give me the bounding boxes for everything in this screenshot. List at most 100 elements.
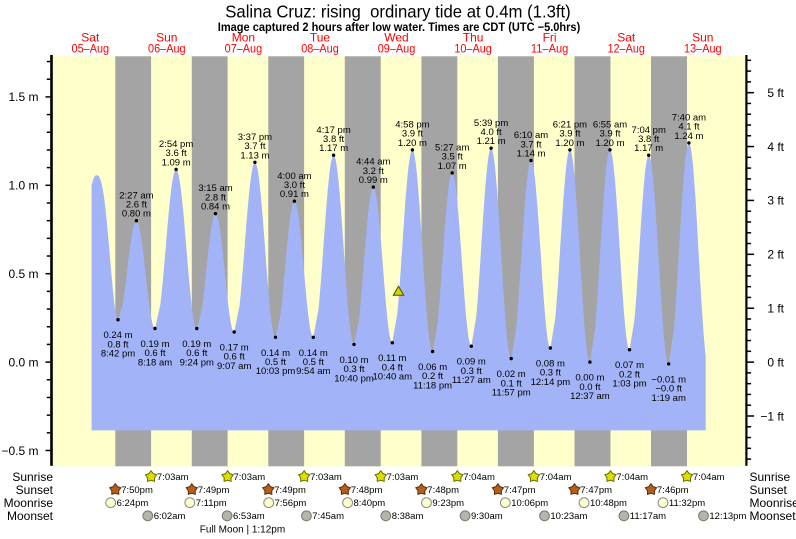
svg-text:1.21 m: 1.21 m	[477, 136, 506, 147]
svg-text:10:40 pm: 10:40 pm	[334, 373, 374, 384]
svg-text:Mon: Mon	[232, 31, 255, 45]
svg-text:Sunset: Sunset	[750, 483, 788, 497]
svg-text:4:58 pm: 4:58 pm	[395, 120, 429, 131]
svg-text:−0.0 ft: −0.0 ft	[655, 384, 682, 395]
svg-text:7:45am: 7:45am	[312, 511, 344, 522]
svg-text:1:03 pm: 1:03 pm	[612, 379, 646, 390]
svg-text:6:10 am: 6:10 am	[514, 130, 548, 141]
svg-text:3.5 ft: 3.5 ft	[442, 152, 463, 163]
svg-text:0.6 ft: 0.6 ft	[186, 348, 207, 359]
svg-text:13–Aug: 13–Aug	[684, 41, 722, 55]
svg-text:Moonset: Moonset	[7, 509, 54, 523]
svg-text:8:40pm: 8:40pm	[354, 498, 386, 509]
svg-text:3.8 ft: 3.8 ft	[323, 134, 344, 145]
svg-text:8:38am: 8:38am	[392, 511, 424, 522]
svg-text:3.9 ft: 3.9 ft	[559, 129, 580, 140]
svg-text:1:19 am: 1:19 am	[652, 393, 686, 404]
svg-text:0.24 m: 0.24 m	[103, 330, 132, 341]
svg-text:Sat: Sat	[617, 31, 636, 45]
svg-text:7:03am: 7:03am	[387, 472, 419, 483]
svg-text:3.9 ft: 3.9 ft	[599, 129, 620, 140]
svg-text:0.99 m: 0.99 m	[359, 175, 388, 186]
svg-text:4:17 pm: 4:17 pm	[316, 125, 350, 136]
svg-text:4 ft: 4 ft	[767, 140, 784, 154]
svg-text:3:15 am: 3:15 am	[198, 183, 232, 194]
svg-text:11:27 am: 11:27 am	[452, 375, 491, 386]
svg-text:0.2 ft: 0.2 ft	[422, 371, 443, 382]
svg-text:Fri: Fri	[543, 31, 557, 45]
svg-text:−0.5 m: −0.5 m	[1, 444, 38, 458]
svg-text:Moonrise: Moonrise	[750, 496, 796, 510]
svg-text:12:13pm: 12:13pm	[709, 511, 746, 522]
svg-text:7:11pm: 7:11pm	[196, 498, 227, 509]
svg-text:2.8 ft: 2.8 ft	[205, 192, 226, 203]
svg-text:9:30am: 9:30am	[471, 511, 503, 522]
svg-text:0.02 m: 0.02 m	[497, 369, 526, 380]
svg-text:9:54 am: 9:54 am	[296, 366, 330, 377]
svg-text:4.0 ft: 4.0 ft	[481, 127, 502, 138]
svg-text:7:04am: 7:04am	[540, 472, 572, 483]
svg-text:1.17 m: 1.17 m	[319, 143, 348, 154]
svg-text:7:56pm: 7:56pm	[275, 498, 307, 509]
svg-text:1.09 m: 1.09 m	[162, 157, 191, 168]
svg-text:3.9 ft: 3.9 ft	[402, 129, 423, 140]
svg-text:0.08 m: 0.08 m	[536, 359, 565, 370]
svg-text:Moonrise: Moonrise	[4, 496, 54, 510]
svg-text:5:27 am: 5:27 am	[435, 143, 469, 154]
svg-text:2:54 pm: 2:54 pm	[159, 139, 193, 150]
svg-text:3 ft: 3 ft	[767, 194, 784, 208]
svg-text:4:00 am: 4:00 am	[277, 171, 311, 182]
svg-text:7:48pm: 7:48pm	[427, 485, 459, 496]
svg-text:1.20 m: 1.20 m	[555, 138, 584, 149]
svg-text:Sat: Sat	[81, 31, 100, 45]
svg-text:6:53am: 6:53am	[233, 511, 265, 522]
svg-text:1.20 m: 1.20 m	[595, 138, 624, 149]
svg-text:10–Aug: 10–Aug	[454, 41, 492, 55]
svg-text:3.0 ft: 3.0 ft	[284, 180, 305, 191]
svg-text:0.5 ft: 0.5 ft	[265, 357, 286, 368]
svg-text:12–Aug: 12–Aug	[607, 41, 645, 55]
svg-text:0.6 ft: 0.6 ft	[224, 352, 245, 363]
svg-text:7:46pm: 7:46pm	[657, 485, 689, 496]
svg-text:11–Aug: 11–Aug	[531, 41, 569, 55]
svg-text:0.19 m: 0.19 m	[140, 339, 169, 350]
svg-text:3:37 pm: 3:37 pm	[238, 132, 272, 143]
svg-text:0.5 ft: 0.5 ft	[303, 357, 324, 368]
svg-text:5:39 pm: 5:39 pm	[474, 118, 508, 129]
svg-text:3.8 ft: 3.8 ft	[638, 134, 659, 145]
svg-text:05–Aug: 05–Aug	[72, 41, 110, 55]
svg-text:0.1 ft: 0.1 ft	[501, 378, 522, 389]
svg-text:2 ft: 2 ft	[767, 248, 784, 262]
svg-text:1.5 m: 1.5 m	[8, 90, 38, 104]
svg-text:7:03am: 7:03am	[157, 472, 189, 483]
svg-text:3.7 ft: 3.7 ft	[244, 141, 265, 152]
svg-text:0.07 m: 0.07 m	[615, 360, 644, 371]
svg-text:1.24 m: 1.24 m	[674, 131, 703, 142]
svg-text:9:24 pm: 9:24 pm	[180, 357, 214, 368]
svg-text:7:49pm: 7:49pm	[274, 485, 306, 496]
svg-text:Sunset: Sunset	[16, 483, 54, 497]
svg-text:0.5 m: 0.5 m	[8, 267, 38, 281]
svg-text:Full Moon | 1:12pm: Full Moon | 1:12pm	[200, 524, 285, 535]
svg-text:7:48pm: 7:48pm	[351, 485, 383, 496]
svg-text:−1 ft: −1 ft	[760, 409, 784, 423]
svg-text:Wed: Wed	[384, 31, 408, 45]
svg-text:07–Aug: 07–Aug	[225, 41, 263, 55]
svg-text:0.14 m: 0.14 m	[299, 348, 328, 359]
svg-text:0.4 ft: 0.4 ft	[382, 362, 403, 373]
svg-text:7:50pm: 7:50pm	[121, 485, 153, 496]
svg-text:Sun: Sun	[692, 31, 713, 45]
svg-text:3.2 ft: 3.2 ft	[363, 166, 384, 177]
svg-text:06–Aug: 06–Aug	[148, 41, 186, 55]
svg-text:10:03 pm: 10:03 pm	[256, 366, 296, 377]
svg-text:−0.01 m: −0.01 m	[651, 374, 686, 385]
svg-text:10:23am: 10:23am	[550, 511, 587, 522]
svg-text:0.3 ft: 0.3 ft	[540, 368, 561, 379]
svg-text:0.17 m: 0.17 m	[220, 343, 249, 354]
svg-text:Moonset: Moonset	[750, 509, 796, 523]
svg-text:0.91 m: 0.91 m	[280, 189, 309, 200]
svg-text:12:14 pm: 12:14 pm	[531, 377, 571, 388]
svg-text:0.8 ft: 0.8 ft	[107, 339, 128, 350]
svg-text:0.14 m: 0.14 m	[261, 348, 290, 359]
svg-text:3.7 ft: 3.7 ft	[520, 139, 541, 150]
